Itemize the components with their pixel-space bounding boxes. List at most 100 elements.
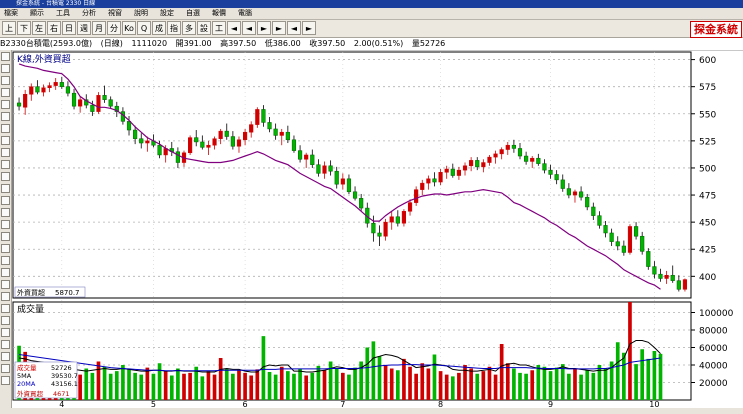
candle-body-69: [438, 172, 443, 183]
toolbar-button-13[interactable]: 設: [197, 21, 211, 35]
left-tool-icon-0[interactable]: [1, 52, 10, 61]
candle-body-61: [389, 216, 394, 223]
volume-bar-78: [493, 374, 498, 400]
candle-body-31: [206, 144, 211, 148]
candle-body-80: [505, 144, 510, 150]
left-tool-icon-23[interactable]: [1, 328, 10, 337]
candle-body-54: [346, 178, 352, 193]
volume-bar-56: [359, 361, 363, 400]
left-tool-icon-12[interactable]: [1, 196, 10, 205]
toolbar-button-16[interactable]: ◄: [242, 21, 256, 35]
toolbar-button-3[interactable]: 右: [47, 21, 61, 35]
candle-body-109: [682, 279, 688, 290]
left-tool-icon-1[interactable]: [1, 64, 10, 73]
candle-body-37: [243, 131, 248, 141]
left-tool-icon-26[interactable]: [1, 364, 10, 373]
price-tick-label-0: 400: [699, 273, 716, 283]
volume-bottom-right: 4671: [53, 390, 70, 398]
volume-bar-32: [212, 374, 217, 400]
candle-body-21: [145, 140, 150, 144]
volume-tick-label-4: 100000: [699, 309, 734, 319]
open-price: 開391.00: [175, 39, 212, 48]
left-tool-icon-17[interactable]: [1, 256, 10, 265]
toolbar-button-19[interactable]: ◄: [287, 21, 301, 35]
left-tool-icon-2[interactable]: [1, 76, 10, 85]
menu-item-6[interactable]: 設定: [160, 9, 174, 17]
left-tool-icon-14[interactable]: [1, 220, 10, 229]
toolbar-button-0[interactable]: 上: [2, 21, 16, 35]
toolbar-button-4[interactable]: 日: [62, 21, 76, 35]
left-tool-icon-10[interactable]: [1, 172, 10, 181]
volume-bar-90: [567, 373, 571, 400]
menu-item-5[interactable]: 說明: [134, 9, 148, 17]
toolbar-button-15[interactable]: ◄: [227, 21, 241, 35]
candle-body-60: [383, 221, 388, 237]
left-tool-icon-7[interactable]: [1, 136, 10, 145]
left-tool-icon-5[interactable]: [1, 112, 10, 121]
left-tool-icon-18[interactable]: [1, 268, 10, 277]
toolbar-button-6[interactable]: 月: [92, 21, 106, 35]
volume-bar-26: [176, 368, 180, 400]
left-tool-icon-4[interactable]: [1, 100, 10, 109]
stock-chart[interactable]: 4004254504755005255505756002000040000600…: [11, 50, 743, 408]
menu-item-8[interactable]: 報價: [212, 9, 226, 17]
toolbar-button-2[interactable]: 左: [32, 21, 46, 35]
toolbar-button-5[interactable]: 週: [77, 21, 91, 35]
toolbar-button-11[interactable]: 指: [167, 21, 181, 35]
volume-bar-97: [609, 361, 614, 400]
stock-name: B2330台積電(2593.0億): [0, 39, 93, 48]
candle-body-55: [352, 191, 358, 199]
left-tool-icon-16[interactable]: [1, 244, 10, 253]
menu-item-9[interactable]: 電腦: [238, 9, 252, 17]
menu-item-3[interactable]: 分析: [82, 9, 96, 17]
candle-body-39: [255, 109, 260, 125]
candle-body-38: [249, 124, 254, 133]
left-tool-icon-21[interactable]: [1, 304, 10, 313]
left-tool-icon-9[interactable]: [1, 160, 10, 169]
chart-period: (日線): [100, 39, 123, 48]
left-tool-icon-3[interactable]: [1, 88, 10, 97]
toolbar-button-20[interactable]: ►: [302, 21, 316, 35]
toolbar-button-7[interactable]: 分: [107, 21, 121, 35]
toolbar-button-8[interactable]: Ko: [122, 21, 136, 35]
candle-body-42: [273, 128, 278, 136]
toolbar-button-10[interactable]: 成: [152, 21, 166, 35]
menu-item-0[interactable]: 檔案: [4, 9, 18, 17]
left-tool-icon-20[interactable]: [1, 292, 10, 301]
foreign-net-line: [18, 63, 661, 290]
volume-bar-11: [84, 368, 89, 400]
volume-bar-60: [383, 365, 388, 400]
left-tool-icon-27[interactable]: [1, 376, 10, 385]
candle-body-36: [236, 139, 242, 147]
left-tool-icon-6[interactable]: [1, 124, 10, 133]
left-tool-icon-13[interactable]: [1, 208, 10, 217]
candle-body-44: [285, 131, 290, 141]
menu-item-1[interactable]: 顯示: [30, 9, 44, 17]
candle-body-20: [139, 138, 144, 144]
toolbar-button-9[interactable]: Q: [137, 21, 151, 35]
volume-bar-69: [438, 371, 443, 400]
volume-bar-44: [286, 371, 290, 400]
toolbar-button-1[interactable]: 下: [17, 21, 31, 35]
left-tool-icon-15[interactable]: [1, 232, 10, 241]
left-tool-icon-25[interactable]: [1, 352, 10, 361]
toolbar-button-14[interactable]: 工: [212, 21, 226, 35]
toolbar-button-12[interactable]: 多: [182, 21, 196, 35]
left-tool-strip: [0, 50, 12, 414]
left-tool-icon-11[interactable]: [1, 184, 10, 193]
menu-item-7[interactable]: 自選: [186, 9, 200, 17]
left-tool-icon-22[interactable]: [1, 316, 10, 325]
left-tool-icon-8[interactable]: [1, 148, 10, 157]
toolbar-button-18[interactable]: ►: [272, 21, 286, 35]
volume-bar-62: [395, 370, 400, 400]
left-tool-icon-19[interactable]: [1, 280, 10, 289]
left-tool-icon-24[interactable]: [1, 340, 10, 349]
toolbar-button-17[interactable]: ►: [257, 21, 271, 35]
volume-bar-94: [591, 372, 596, 400]
volume-bar-15: [108, 373, 113, 400]
menu-item-4[interactable]: 視窗: [108, 9, 122, 17]
candle-body-83: [524, 155, 529, 162]
menu-item-2[interactable]: 工具: [56, 9, 70, 17]
candle-body-58: [371, 222, 376, 234]
candle-body-99: [621, 245, 626, 253]
